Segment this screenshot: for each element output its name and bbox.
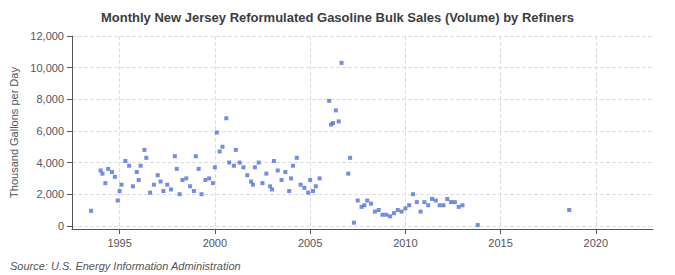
svg-text:1995: 1995 bbox=[107, 237, 131, 249]
svg-text:2010: 2010 bbox=[393, 237, 417, 249]
svg-text:2000: 2000 bbox=[203, 237, 227, 249]
svg-text:0: 0 bbox=[58, 220, 64, 232]
svg-text:10,000: 10,000 bbox=[30, 62, 64, 74]
svg-text:2015: 2015 bbox=[488, 237, 512, 249]
svg-text:2020: 2020 bbox=[584, 237, 608, 249]
svg-text:Source: U.S. Energy Informatio: Source: U.S. Energy Information Administ… bbox=[10, 260, 241, 272]
svg-text:12,000: 12,000 bbox=[30, 30, 64, 42]
svg-text:4,000: 4,000 bbox=[36, 157, 64, 169]
svg-text:8,000: 8,000 bbox=[36, 93, 64, 105]
svg-text:6,000: 6,000 bbox=[36, 125, 64, 137]
svg-text:Thousand Gallons per Day: Thousand Gallons per Day bbox=[8, 67, 20, 198]
svg-text:2005: 2005 bbox=[298, 237, 322, 249]
svg-text:2,000: 2,000 bbox=[36, 188, 64, 200]
svg-text:Monthly New Jersey Reformulate: Monthly New Jersey Reformulated Gasoline… bbox=[101, 10, 574, 25]
